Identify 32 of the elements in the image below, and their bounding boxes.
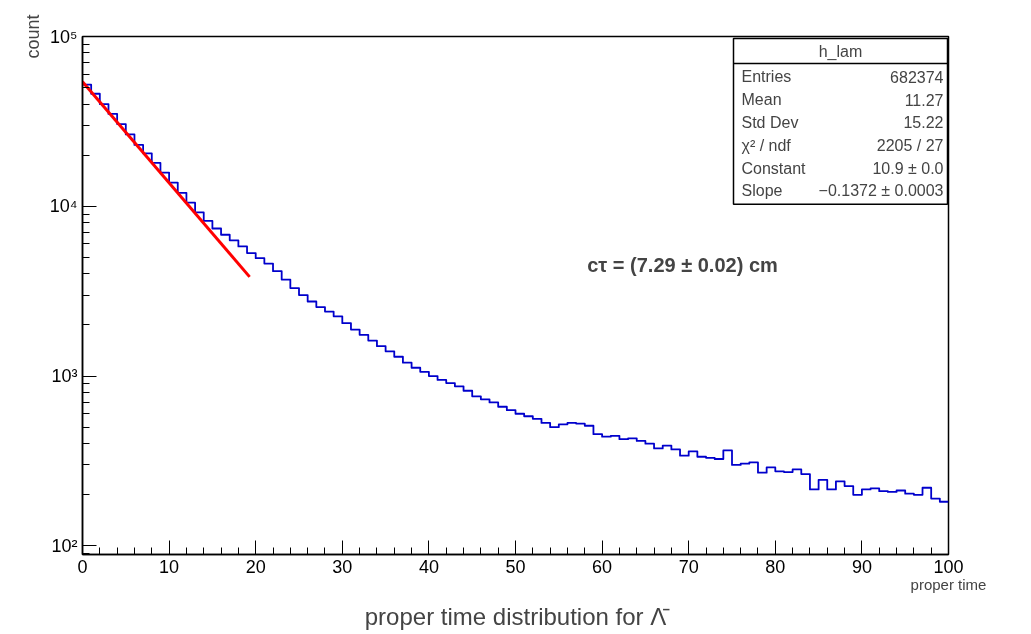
y-axis-title: count — [22, 14, 43, 59]
x-tick-label: 20 — [245, 556, 266, 577]
x-tick-label: 80 — [765, 556, 786, 577]
annotation: Constant — [741, 159, 807, 177]
annotation: χ² / ndf — [741, 136, 792, 154]
x-tick-label: 50 — [505, 556, 526, 577]
x-tick-label: 0 — [77, 556, 88, 577]
annotation: 2205 / 27 — [876, 136, 944, 154]
annotation: 682374 — [890, 68, 944, 86]
annotation: Slope — [741, 182, 783, 200]
annotation: h_lam — [818, 42, 863, 61]
x-axis-title: proper time — [910, 575, 987, 593]
y-tick-label: 10² — [51, 535, 78, 556]
x-tick-label: 10 — [159, 556, 180, 577]
annotation: 15.22 — [903, 114, 944, 132]
x-tick-label: 40 — [418, 556, 439, 577]
x-tick-label: 60 — [592, 556, 613, 577]
y-tick-label: 10⁵ — [50, 26, 78, 47]
x-tick-label: 90 — [851, 556, 872, 577]
x-tick-label: 100 — [933, 556, 964, 577]
x-tick-label: 70 — [678, 556, 699, 577]
annotation: cτ = (7.29 ± 0.02) cm — [587, 253, 778, 276]
text: proper time distribution for Λ̄ — [364, 602, 671, 630]
annotation: Mean — [741, 91, 782, 109]
annotation: 11.27 — [904, 91, 944, 109]
annotation: 10.9 ± 0.0 — [872, 159, 944, 177]
y-tick-label: 10⁴ — [49, 196, 78, 217]
x-tick-label: 30 — [332, 556, 353, 577]
annotation: Std Dev — [741, 113, 799, 131]
annotation: −0.1372 ± 0.0003 — [818, 182, 944, 200]
y-tick-label: 10³ — [51, 366, 78, 387]
annotation: Entries — [741, 68, 792, 86]
